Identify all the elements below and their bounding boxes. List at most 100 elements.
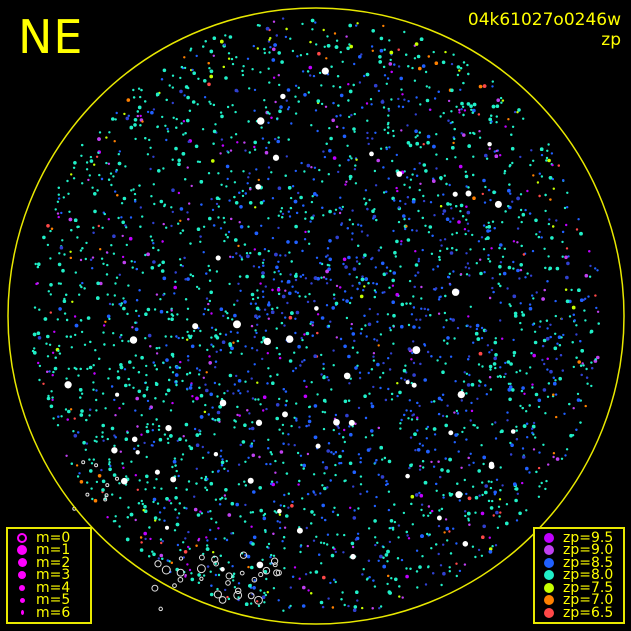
star	[301, 249, 304, 253]
star	[162, 361, 165, 364]
star	[276, 373, 279, 376]
star	[275, 511, 278, 514]
star	[489, 486, 493, 490]
star	[222, 314, 225, 318]
star	[236, 413, 239, 417]
star	[269, 375, 272, 378]
magnitude-label: m=5	[36, 592, 71, 608]
star	[327, 597, 330, 600]
star	[223, 494, 227, 497]
star	[137, 389, 142, 394]
star	[538, 230, 541, 234]
star	[123, 368, 127, 371]
magnitude-label: m=0	[36, 529, 71, 546]
star	[52, 370, 55, 374]
star	[310, 124, 313, 127]
star	[212, 54, 215, 57]
star	[564, 288, 568, 291]
star	[177, 191, 181, 195]
star	[439, 475, 442, 479]
star	[439, 176, 443, 180]
star	[233, 313, 237, 318]
star	[520, 311, 524, 314]
star	[385, 272, 388, 275]
star	[186, 330, 189, 334]
star	[232, 572, 236, 575]
star	[145, 429, 150, 434]
star	[344, 265, 348, 269]
star	[119, 365, 124, 370]
star	[70, 173, 73, 176]
star	[358, 377, 362, 380]
star	[298, 426, 301, 429]
star	[307, 230, 310, 233]
star	[313, 299, 316, 303]
star	[262, 566, 271, 575]
star	[165, 358, 169, 362]
star	[410, 358, 413, 361]
star	[134, 327, 139, 332]
star	[230, 57, 234, 61]
star	[191, 395, 194, 398]
star	[140, 499, 143, 503]
star	[491, 104, 496, 109]
star	[136, 488, 139, 491]
star	[290, 424, 293, 428]
star	[504, 125, 507, 128]
star	[277, 508, 282, 514]
star	[529, 274, 533, 277]
star	[208, 299, 212, 303]
star	[333, 578, 336, 581]
star	[231, 104, 234, 107]
star	[377, 426, 380, 430]
star	[275, 265, 279, 270]
star	[566, 191, 569, 194]
star	[257, 266, 261, 269]
star	[329, 320, 332, 323]
star	[416, 586, 419, 589]
star	[365, 490, 369, 493]
star	[423, 307, 426, 311]
star	[207, 172, 211, 175]
star	[334, 473, 337, 477]
star	[138, 184, 141, 187]
star	[356, 287, 359, 291]
star	[50, 227, 54, 230]
star	[379, 554, 383, 559]
star	[100, 468, 103, 472]
star	[387, 114, 390, 117]
star	[440, 244, 443, 247]
star	[547, 382, 551, 385]
star	[199, 576, 204, 581]
star	[60, 415, 63, 418]
star	[351, 223, 355, 226]
star	[370, 402, 373, 405]
star	[462, 133, 466, 137]
star	[255, 331, 258, 335]
zp-label: zp=8.0	[563, 567, 614, 583]
star	[346, 144, 349, 147]
star	[518, 277, 521, 280]
star	[430, 400, 433, 404]
star	[467, 144, 472, 148]
star	[249, 444, 254, 448]
star	[101, 488, 105, 492]
star	[256, 381, 259, 384]
star	[146, 307, 151, 312]
star	[165, 344, 168, 347]
star	[361, 275, 364, 278]
star	[347, 158, 350, 162]
star	[280, 93, 286, 100]
star	[160, 269, 165, 273]
star	[414, 274, 417, 277]
star	[215, 350, 218, 353]
star	[121, 234, 124, 238]
star	[499, 284, 502, 288]
star	[281, 212, 285, 216]
magnitude-legend-entry: m=4	[14, 581, 84, 594]
star	[500, 101, 503, 104]
star	[239, 551, 248, 559]
star	[92, 364, 95, 367]
star	[514, 487, 519, 491]
star	[541, 358, 544, 362]
